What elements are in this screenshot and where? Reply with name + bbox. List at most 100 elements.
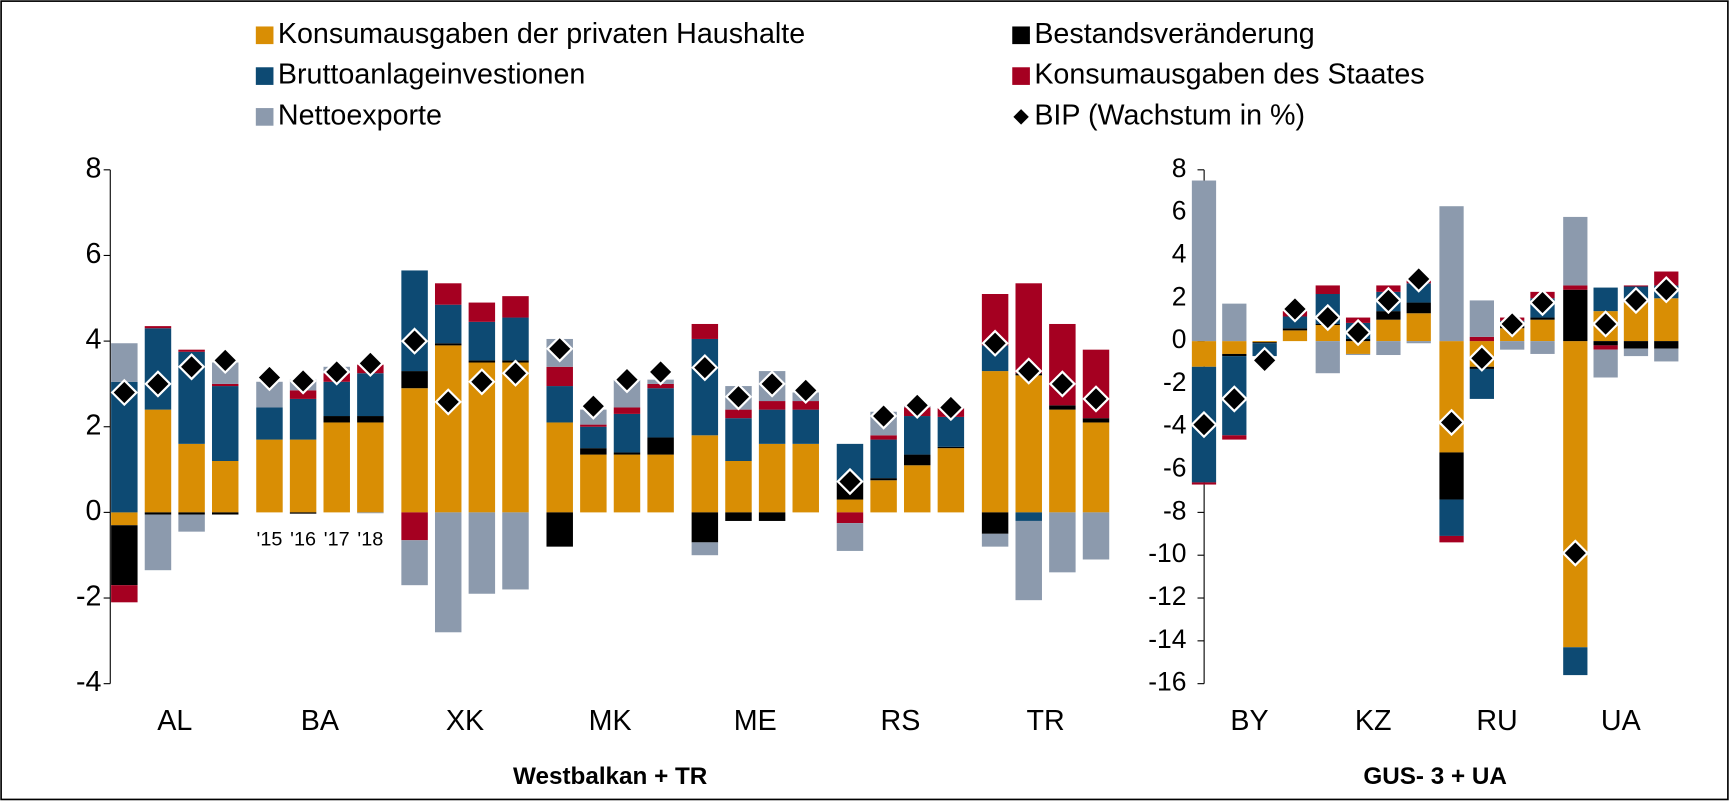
bar-segment	[725, 418, 752, 462]
bar-segment	[1082, 422, 1110, 513]
bar-segment	[1252, 342, 1277, 344]
bar-segment	[1530, 341, 1555, 354]
bar-segment	[434, 343, 462, 346]
bar-segment	[1563, 289, 1588, 342]
bar-segment	[758, 409, 786, 444]
bar-segment	[1191, 341, 1217, 367]
group-label: BA	[301, 705, 340, 737]
group-label: RS	[881, 705, 921, 737]
y-tick-label: 6	[86, 238, 102, 270]
bip-marker	[613, 365, 641, 394]
bip-marker	[1468, 344, 1496, 372]
bar-segment	[1222, 435, 1247, 440]
bar-segment	[357, 416, 384, 423]
bip-marker	[1015, 357, 1043, 385]
y-tick-label: -8	[1163, 495, 1187, 525]
bip-marker	[400, 327, 429, 355]
bar-segment	[1563, 341, 1588, 648]
bar-segment	[1563, 285, 1588, 290]
bar-segment	[1500, 341, 1525, 350]
bip-marker	[579, 392, 608, 420]
bar-segment	[434, 283, 462, 305]
y-tick-label: -2	[1163, 367, 1187, 397]
bar-segment	[546, 512, 573, 547]
bar-segment	[647, 437, 674, 455]
bar-segment	[1406, 313, 1431, 342]
bar-segment	[1469, 300, 1494, 337]
bip-marker	[1314, 303, 1342, 332]
y-tick-label: 4	[86, 324, 102, 356]
bar-segment	[1315, 341, 1340, 374]
y-tick-label: -6	[1163, 453, 1187, 483]
bar-segment	[289, 390, 317, 399]
bar-segment	[256, 407, 283, 440]
bip-marker	[501, 359, 530, 387]
year-label: '15	[257, 529, 283, 551]
bar-segment	[904, 465, 931, 513]
bip-marker	[1622, 286, 1650, 315]
group-label: BY	[1230, 705, 1268, 737]
x-axis-title: Westbalkan + TR	[513, 763, 708, 790]
bar-segment	[1282, 328, 1308, 331]
bar-segment	[401, 270, 428, 372]
bip-marker	[356, 349, 385, 378]
y-tick-label: 0	[86, 495, 102, 527]
bar-segment	[502, 512, 529, 590]
bip-marker	[468, 368, 496, 396]
legend-swatch	[255, 108, 274, 126]
bar-segment	[111, 343, 138, 382]
bar-segment	[870, 478, 897, 481]
bar-segment	[468, 360, 496, 363]
bar-segment	[1252, 341, 1277, 343]
bip-marker	[836, 467, 864, 496]
bar-segment	[178, 512, 205, 515]
legend-swatch	[255, 67, 274, 85]
y-tick-label: -12	[1148, 581, 1186, 611]
bip-marker	[724, 383, 753, 411]
bar-segment	[323, 416, 350, 423]
x-axis-title: GUS- 3 + UA	[1363, 763, 1507, 790]
group-label: KZ	[1355, 705, 1392, 737]
bip-marker	[1405, 265, 1433, 293]
year-label: '16	[290, 529, 316, 551]
bar-segment	[323, 422, 350, 513]
legend-label: Nettoexporte	[278, 99, 442, 131]
legend-label: Konsumausgaben der privaten Haushalte	[278, 18, 805, 50]
y-tick-label: -2	[76, 581, 101, 613]
bar-segment	[613, 452, 641, 455]
bar-segment	[468, 302, 496, 322]
bar-segment	[792, 401, 819, 410]
bip-marker	[546, 335, 574, 363]
bar-segment	[836, 512, 864, 524]
bip-marker	[903, 391, 931, 420]
bar-segment	[904, 416, 931, 455]
bip-marker	[1250, 346, 1279, 375]
bar-segment	[758, 401, 786, 410]
bar-segment	[1049, 405, 1076, 410]
group-label: AL	[157, 705, 192, 737]
legend-label: Konsumausgaben des Staates	[1034, 59, 1424, 91]
bar-segment	[1593, 341, 1618, 346]
bar-segment	[725, 512, 752, 521]
bar-segment	[289, 398, 317, 440]
y-tick-label: -10	[1148, 538, 1186, 568]
bar-segment	[1623, 285, 1649, 287]
bar-segment	[502, 362, 529, 513]
bar-segment	[401, 512, 428, 541]
bar-segment	[1049, 409, 1076, 513]
bar-segment	[1015, 512, 1042, 521]
bar-segment	[401, 540, 428, 586]
legend-marker	[1013, 109, 1029, 125]
group-label: ME	[734, 705, 777, 737]
bip-marker	[869, 402, 898, 430]
bar-segment	[1191, 180, 1217, 342]
bar-segment	[836, 523, 864, 551]
bar-segment	[502, 317, 529, 361]
bar-segment	[111, 512, 138, 526]
bar-segment	[580, 424, 607, 427]
bip-marker	[691, 353, 719, 382]
bar-segment	[691, 323, 719, 339]
bar-segment	[468, 321, 496, 361]
bar-segment	[546, 386, 573, 423]
